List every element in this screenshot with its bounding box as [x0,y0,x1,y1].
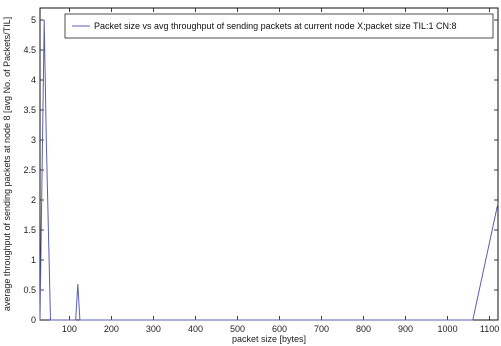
x-axis-label: packet size [bytes] [232,334,306,344]
y-tick-label: 1.5 [23,225,36,235]
y-tick-label: 5 [31,15,36,25]
series-line [39,19,499,321]
plot-area [39,7,499,321]
legend-label: Packet size vs avg throughput of sending… [94,21,457,31]
x-tick-label: 200 [104,324,119,334]
y-tick-label: 4.5 [23,45,36,55]
y-tick-label: 2.5 [23,165,36,175]
x-tick-label: 900 [398,324,413,334]
x-tick-label: 700 [314,324,329,334]
legend-box [64,13,494,39]
x-tick-label: 1100 [480,324,499,334]
x-tick-label: 100 [62,324,77,334]
y-axis-label: average throughput of sending packets at… [2,17,12,311]
y-tick-label: 3.5 [23,105,36,115]
y-tick-label: 1 [31,255,36,265]
x-tick-label: 800 [356,324,371,334]
x-tick-label: 400 [188,324,203,334]
y-tick-label: 3 [31,135,36,145]
y-tick-label: 2 [31,195,36,205]
series-group [39,19,499,321]
x-axis-ticks: 100 200 300 400 500 600 700 800 900 1000 1100 [62,8,499,334]
y-tick-label: 0 [31,315,36,325]
x-tick-label: 600 [272,324,287,334]
legend: Packet size vs avg throughput of sending… [64,13,494,39]
x-tick-label: 1000 [438,324,458,334]
x-tick-label: 500 [230,324,245,334]
x-tick-label: 300 [146,324,161,334]
y-tick-label: 0.5 [23,285,36,295]
y-tick-label: 4 [31,75,36,85]
